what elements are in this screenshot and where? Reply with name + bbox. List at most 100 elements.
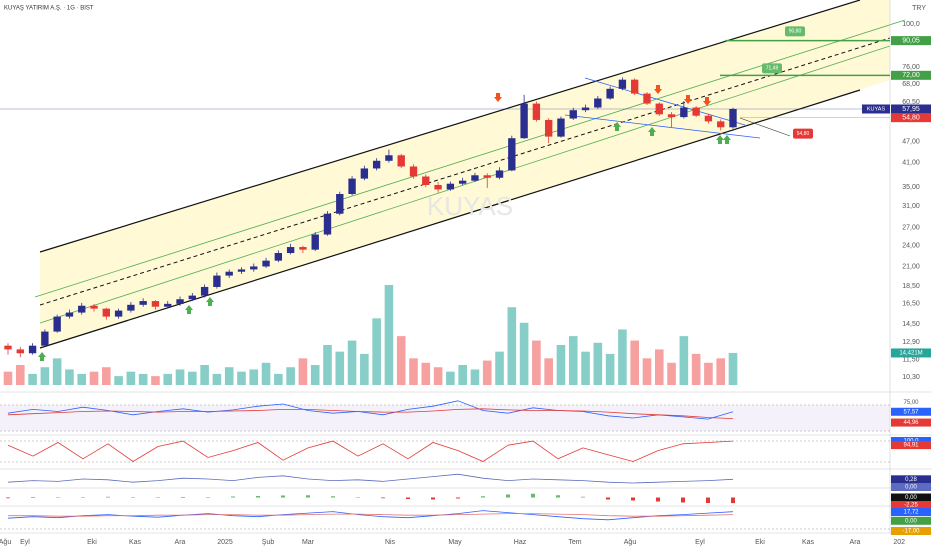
- volume-bar: [237, 371, 246, 385]
- histogram-bar: [531, 493, 535, 498]
- chart-title: KUYAŞ YATIRIM A.Ş. · 1G · BIST: [4, 6, 94, 12]
- histogram-bar: [281, 495, 285, 498]
- histogram-bar: [706, 497, 710, 503]
- volume-bar: [28, 373, 37, 385]
- x-tick-label: May: [448, 539, 462, 546]
- pane-label-box: [891, 475, 931, 484]
- volume-box: [891, 348, 931, 358]
- volume-bar: [347, 340, 357, 385]
- volume-bar: [310, 365, 320, 385]
- price-level-label: 72,00: [902, 72, 920, 79]
- symbol-box: [862, 104, 890, 114]
- green-trend: [34, 19, 906, 298]
- rsi-band: [0, 405, 890, 431]
- pane-label-box: [891, 441, 931, 450]
- annotation-label: 71,49: [766, 66, 779, 72]
- wedge-line: [564, 114, 761, 139]
- histogram-bar: [31, 497, 35, 498]
- volume-bar: [360, 353, 369, 385]
- candle-body: [483, 175, 491, 178]
- volume-bar: [544, 358, 553, 385]
- y-tick-label: 16,50: [902, 301, 920, 308]
- histogram-bar: [656, 497, 660, 502]
- candle-body: [274, 253, 283, 261]
- y-tick-label: 35,00: [902, 184, 920, 191]
- candle-body: [569, 110, 577, 119]
- candle-body: [78, 305, 86, 313]
- histogram-bar: [581, 496, 585, 498]
- pane-label: 44,96: [903, 420, 919, 426]
- candle-body: [581, 107, 590, 111]
- indicator-line: [7, 440, 734, 462]
- buy-signals: [38, 122, 731, 361]
- volume-bar: [175, 369, 185, 385]
- pane-label: 17,72: [903, 510, 919, 516]
- histogram-bar: [431, 497, 435, 500]
- pane-separators: [0, 0, 932, 534]
- volume-bar: [704, 362, 713, 385]
- volume-bar: [630, 340, 639, 385]
- candle-body: [704, 115, 713, 122]
- candle-body: [4, 345, 12, 350]
- annotation-box: [762, 63, 782, 74]
- pane-label-box: [891, 493, 931, 502]
- candle-body: [557, 118, 565, 137]
- volume-bar: [716, 358, 726, 385]
- candle-body: [680, 107, 688, 118]
- histogram-bar: [381, 497, 385, 499]
- histogram-bar: [56, 497, 60, 498]
- histogram-bar: [81, 497, 85, 498]
- volume-bar: [335, 351, 345, 385]
- y-tick-label: 76,00: [902, 64, 920, 71]
- volume-bar: [691, 353, 701, 385]
- indicator-line: [7, 473, 734, 484]
- pane-label-box: [891, 527, 931, 535]
- pane-label: 94,91: [903, 443, 919, 449]
- histogram-bar: [206, 497, 210, 498]
- currency: TRY: [912, 5, 926, 12]
- candle-body: [188, 295, 197, 300]
- volume-bar: [458, 365, 467, 385]
- candle-body: [311, 234, 319, 250]
- volume-bar: [618, 329, 627, 385]
- pane-label-box: [891, 407, 931, 416]
- x-tick-label: Ağu: [624, 539, 637, 546]
- pane-label-box: [891, 483, 931, 491]
- x-tick-label: Eyl: [20, 539, 30, 546]
- volume-bar: [15, 365, 25, 385]
- x-tick-label: Kas: [802, 539, 815, 546]
- y-tick-label: 68,00: [902, 81, 920, 88]
- x-tick-label: Eyl: [695, 539, 705, 546]
- volume-bar: [52, 358, 62, 385]
- volume-bar: [200, 365, 209, 385]
- volume-bar: [102, 367, 111, 385]
- volume-bar: [323, 345, 332, 385]
- volume-bar: [507, 307, 517, 385]
- channel-fill: [40, 0, 890, 348]
- candle-body: [495, 170, 504, 178]
- price-level-box: [891, 36, 931, 46]
- annotation-label: 90,80: [789, 29, 802, 35]
- y-tick-label: 18,50: [902, 283, 920, 290]
- indicator-line: [8, 513, 734, 517]
- candle-body: [471, 175, 479, 181]
- y-tick-label: 60,50: [902, 99, 920, 106]
- indicator-line: [7, 510, 734, 521]
- pane-label-box: [891, 508, 931, 516]
- pane-guides: [0, 404, 890, 530]
- candle-body: [139, 301, 147, 305]
- candle-body: [360, 168, 369, 179]
- histogram-bar: [256, 496, 260, 498]
- x-tick-label: Nis: [385, 539, 396, 546]
- candle-body: [655, 103, 663, 115]
- candle-body: [90, 305, 98, 309]
- x-tick-label: Ağu: [0, 539, 11, 546]
- histogram-bar: [406, 497, 410, 499]
- indicator-line: [7, 400, 734, 420]
- price-level-label: 54,80: [902, 115, 920, 122]
- histogram-bar: [306, 495, 310, 498]
- volume-bar: [642, 358, 652, 385]
- annotation-box: [785, 26, 805, 37]
- symbol-label: KUYAS: [867, 106, 886, 112]
